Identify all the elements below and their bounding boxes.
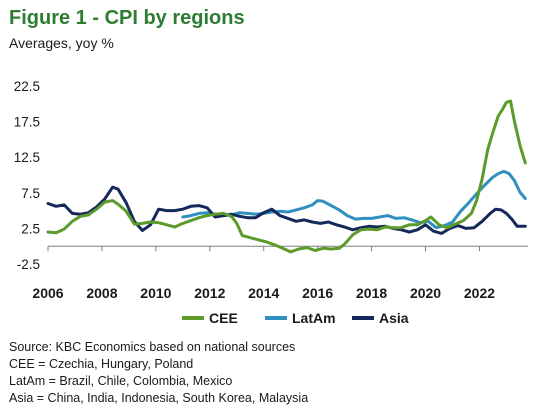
legend-label-cee: CEE: [209, 310, 238, 326]
chart-subtitle: Averages, yoy %: [9, 35, 114, 51]
asia-definition-note: Asia = China, India, Indonesia, South Ko…: [9, 391, 309, 405]
legend-label-asia: Asia: [379, 310, 409, 326]
x-tick-label: 2018: [356, 285, 387, 301]
x-tick-label: 2010: [140, 285, 171, 301]
series-line-asia: [46, 185, 527, 235]
latam-definition-note: LatAm = Brazil, Chile, Colombia, Mexico: [9, 374, 233, 388]
y-tick-label: 7.5: [21, 186, 40, 201]
series-line-cee: [46, 99, 527, 254]
source-note: Source: KBC Economics based on national …: [9, 340, 296, 354]
chart-title: Figure 1 - CPI by regions: [9, 7, 245, 29]
x-tick-label: 2022: [464, 285, 495, 301]
y-tick-label: 22.5: [14, 79, 40, 94]
x-tick-label: 2012: [194, 285, 225, 301]
x-tick-label: 2014: [248, 285, 279, 301]
y-tick-label: -2.5: [17, 257, 40, 272]
x-tick-label: 2020: [410, 285, 441, 301]
y-tick-label: 17.5: [14, 115, 40, 130]
chart-notes: Source: KBC Economics based on national …: [9, 339, 308, 407]
y-tick-label: 12.5: [14, 150, 40, 165]
y-tick-label: 2.5: [21, 221, 40, 236]
x-tick-label: 2016: [302, 285, 333, 301]
x-tick-label: 2006: [32, 285, 63, 301]
x-tick-label: 2008: [86, 285, 117, 301]
cee-definition-note: CEE = Czechia, Hungary, Poland: [9, 357, 194, 371]
legend-label-latam: LatAm: [292, 310, 336, 326]
